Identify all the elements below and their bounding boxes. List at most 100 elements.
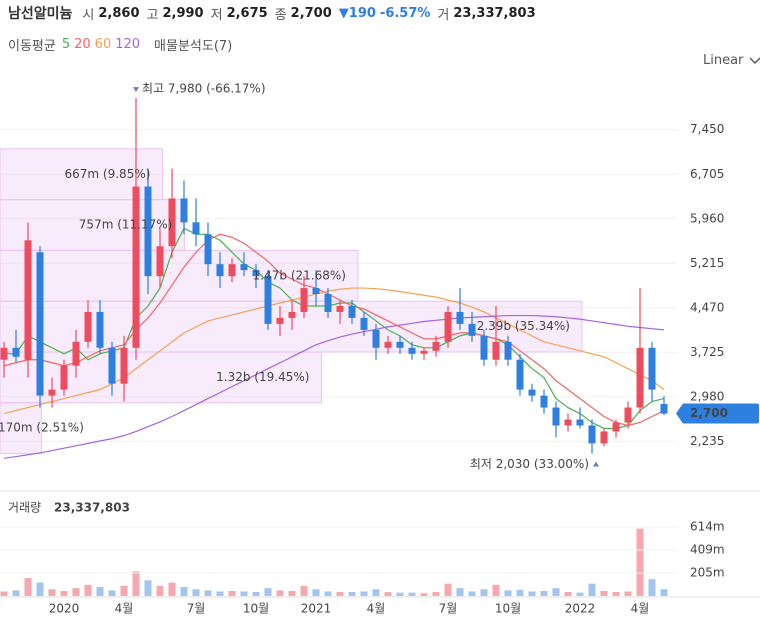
x-tick-label: 2022 — [565, 602, 596, 616]
candle-body — [180, 198, 188, 223]
candle-body — [300, 288, 308, 312]
volume-label: 거 — [437, 7, 450, 23]
volume-bar — [180, 587, 188, 596]
y-tick-label: 3,725 — [690, 345, 724, 359]
high-annotation: 최고 7,980 (-66.17%) — [142, 82, 266, 96]
candle-body — [216, 264, 224, 277]
legend-entry: 120 — [115, 37, 141, 52]
candle-body — [444, 311, 452, 342]
volume-bar — [276, 590, 284, 596]
x-tick-label: 2020 — [49, 602, 80, 616]
candle-body — [468, 323, 476, 336]
candle-body — [144, 186, 152, 277]
x-tick-label: 10월 — [243, 602, 269, 616]
volume-bar — [360, 591, 368, 596]
candle-body — [192, 222, 200, 235]
volume-bar — [60, 590, 68, 596]
volume-bar — [528, 591, 536, 596]
volume-bar — [408, 592, 416, 596]
chevron-icon[interactable] — [749, 57, 760, 65]
volume-bar — [660, 589, 668, 596]
volume-profile-bar — [0, 402, 42, 455]
candle-body — [24, 240, 32, 360]
y-tick-label: 409m — [690, 543, 725, 557]
x-tick-label: 4월 — [367, 602, 386, 616]
low-annotation: 최저 2,030 (33.00%) — [470, 457, 589, 471]
scale-label[interactable]: Linear — [703, 53, 744, 68]
candle-body — [60, 365, 68, 390]
candle-body — [132, 186, 140, 348]
volume-bar — [204, 590, 212, 596]
x-tick-label: 7월 — [439, 602, 458, 616]
candle-body — [648, 347, 656, 390]
candle-body — [168, 198, 176, 247]
quote-label: 저 — [210, 7, 223, 23]
volume-profile-label: 667m (9.85%) — [65, 167, 151, 181]
candle-body — [636, 347, 644, 408]
marker-triangle — [593, 461, 599, 467]
y-tick-label: 614m — [690, 520, 725, 534]
quote-label: 종 — [274, 7, 287, 23]
volume-bar — [288, 590, 296, 596]
candle-body — [324, 294, 332, 312]
volume-bar — [504, 590, 512, 596]
volume-bar — [300, 585, 308, 596]
volume-profile-label: 757m (11.17%) — [79, 218, 173, 232]
volume-bar — [264, 588, 272, 596]
volume-bar — [192, 589, 200, 596]
volume-bar — [84, 584, 92, 596]
volume-bar — [624, 591, 632, 596]
candle-body — [456, 311, 464, 324]
candle-body — [348, 305, 356, 318]
volume-bar — [648, 579, 656, 596]
candle-body — [660, 403, 668, 414]
volume-bar — [420, 593, 428, 596]
candle-body — [36, 252, 44, 396]
volume-profile-label: 1.47b (21.68%) — [253, 268, 346, 282]
candle-body — [0, 347, 8, 360]
volume-bar — [48, 589, 56, 596]
volume-bar — [468, 591, 476, 596]
x-tick-label: 7월 — [187, 602, 206, 616]
y-tick-label: 205m — [690, 566, 725, 580]
volume-bar — [588, 583, 596, 596]
volume-profile-title[interactable]: 매물분석도(7) — [154, 39, 233, 54]
ma-title: 이동평균 — [8, 39, 56, 54]
candle-body — [600, 431, 608, 444]
volume-bar — [396, 592, 404, 596]
y-tick-label: 2,235 — [690, 434, 724, 448]
candle-body — [204, 234, 212, 265]
candle-body — [156, 246, 164, 277]
candle-body — [564, 419, 572, 426]
y-tick-label: 4,470 — [690, 300, 724, 314]
volume-bar — [132, 571, 140, 596]
volume-bar — [252, 592, 260, 596]
x-tick-label: 4월 — [115, 602, 134, 616]
volume-bar — [540, 590, 548, 596]
quote-label: 시 — [82, 7, 95, 23]
volume-bar — [120, 585, 128, 596]
volume-bar — [480, 589, 488, 596]
quote-value: 2,700 — [290, 5, 332, 21]
volume-bar — [576, 592, 584, 596]
volume-bar — [600, 590, 608, 596]
scale-toggle[interactable]: Linear — [703, 53, 760, 68]
candle-body — [384, 341, 392, 348]
volume-value: 23,337,803 — [453, 5, 536, 21]
y-tick-label: 5,960 — [690, 211, 724, 225]
volume-bar — [72, 588, 80, 596]
candle-body — [108, 347, 116, 384]
candle-body — [396, 341, 404, 348]
candle-body — [576, 419, 584, 426]
volume-bar — [108, 590, 116, 596]
candle-body — [336, 305, 344, 312]
candle-body — [96, 311, 104, 348]
price-change: ▼190 — [338, 5, 376, 21]
candle-body — [12, 347, 20, 357]
volume-bar — [564, 592, 572, 596]
volume-bar — [24, 578, 32, 596]
volume-bar — [12, 590, 20, 596]
ma-line — [3, 314, 665, 459]
